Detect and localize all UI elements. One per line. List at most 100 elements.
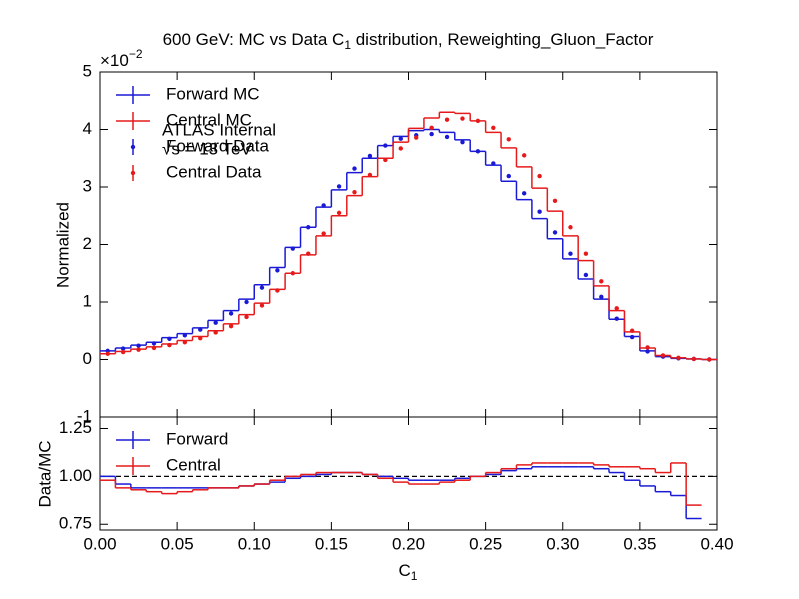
data-point bbox=[444, 117, 450, 122]
data-point bbox=[475, 118, 481, 124]
title-part: 600 GeV: MC vs Data C bbox=[163, 30, 345, 49]
x-tick-label: 0.40 bbox=[700, 534, 733, 553]
data-point bbox=[167, 342, 172, 348]
data-point bbox=[367, 172, 373, 178]
data-point bbox=[290, 246, 296, 251]
data-point bbox=[306, 251, 311, 256]
y-offset-label: ×10−2 bbox=[100, 47, 143, 70]
x-label-subscript: 1 bbox=[411, 569, 418, 583]
data-point bbox=[352, 189, 357, 195]
data-point bbox=[167, 336, 172, 341]
y-tick-label: 3 bbox=[83, 176, 92, 195]
x-tick-label: 0.10 bbox=[238, 534, 271, 553]
data-point bbox=[660, 353, 666, 358]
data-point bbox=[151, 345, 157, 351]
x-tick-label: 0.35 bbox=[623, 534, 656, 553]
data-point bbox=[259, 303, 265, 308]
data-point bbox=[583, 251, 589, 256]
data-point bbox=[676, 355, 681, 360]
data-point bbox=[336, 184, 342, 189]
data-point bbox=[383, 157, 388, 163]
data-point bbox=[321, 231, 326, 236]
data-point bbox=[213, 330, 218, 335]
x-tick-label: 0.25 bbox=[469, 534, 502, 553]
data-point bbox=[491, 125, 496, 130]
y-tick-label: 5 bbox=[83, 61, 92, 80]
data-point bbox=[444, 134, 450, 140]
legend-label: Central Data bbox=[166, 162, 262, 181]
data-point bbox=[491, 161, 496, 166]
data-point bbox=[182, 340, 188, 345]
data-point bbox=[336, 210, 342, 216]
title-part: distribution, Reweighting_Gluon_Factor bbox=[351, 30, 654, 49]
data-point bbox=[398, 146, 403, 151]
data-point bbox=[614, 316, 619, 321]
x-axis-label: C1 bbox=[399, 561, 418, 583]
data-point bbox=[414, 135, 419, 140]
data-point bbox=[228, 311, 234, 316]
title-subscript: 1 bbox=[344, 38, 351, 52]
chart-title: 600 GeV: MC vs Data C1 distribution, Rew… bbox=[163, 30, 654, 52]
annotation: ATLAS Internal bbox=[162, 120, 276, 139]
x-label-part: C bbox=[399, 561, 411, 580]
data-point bbox=[568, 251, 573, 256]
y-tick-label: 1 bbox=[83, 291, 92, 310]
y-tick-label: 4 bbox=[83, 119, 92, 138]
data-point bbox=[537, 209, 542, 214]
data-point bbox=[506, 137, 511, 142]
legend-label: Forward Data bbox=[166, 136, 270, 155]
y-tick-label: 0.75 bbox=[59, 514, 92, 533]
data-point bbox=[151, 341, 157, 346]
data-point bbox=[629, 334, 635, 340]
data-point bbox=[290, 271, 296, 276]
data-point bbox=[275, 288, 280, 293]
data-point bbox=[629, 328, 635, 333]
data-point bbox=[521, 153, 527, 158]
data-point bbox=[552, 198, 558, 203]
data-point bbox=[383, 143, 388, 148]
data-point bbox=[213, 320, 218, 325]
data-point bbox=[105, 351, 110, 356]
y-axis-label: Data/MC bbox=[35, 440, 54, 507]
data-point bbox=[228, 323, 234, 329]
data-point bbox=[583, 272, 589, 278]
data-point bbox=[599, 279, 604, 284]
data-point bbox=[429, 131, 434, 137]
data-point bbox=[506, 173, 511, 179]
x-tick-label: 0.30 bbox=[546, 534, 579, 553]
data-point bbox=[645, 349, 650, 354]
data-point bbox=[244, 314, 249, 320]
y-tick-label: -1 bbox=[77, 406, 92, 425]
data-point bbox=[475, 149, 481, 154]
data-point bbox=[136, 343, 141, 348]
data-point bbox=[429, 125, 434, 130]
data-point bbox=[521, 191, 527, 196]
offset-base: ×10 bbox=[100, 51, 129, 70]
x-tick-label: 0.05 bbox=[161, 534, 194, 553]
data-point bbox=[198, 336, 203, 341]
data-point bbox=[367, 153, 373, 159]
data-point bbox=[120, 346, 126, 351]
y-tick-label: 1.00 bbox=[59, 466, 92, 485]
y-tick-label: 1.25 bbox=[59, 418, 92, 437]
data-point bbox=[306, 225, 311, 230]
legend-label: Forward bbox=[166, 429, 228, 448]
data-point bbox=[259, 285, 265, 290]
data-point bbox=[537, 173, 542, 179]
data-point bbox=[599, 294, 604, 300]
data-point bbox=[460, 139, 465, 145]
data-point bbox=[321, 203, 326, 208]
data-point bbox=[398, 136, 403, 141]
data-point bbox=[198, 327, 203, 332]
y-axis-label: Normalized bbox=[53, 202, 72, 288]
data-point bbox=[552, 230, 558, 235]
data-point bbox=[244, 299, 249, 305]
data-point bbox=[352, 166, 357, 171]
data-point bbox=[460, 116, 465, 121]
x-tick-label: 0.00 bbox=[83, 534, 116, 553]
data-point bbox=[645, 345, 650, 350]
data-point bbox=[120, 349, 126, 355]
x-tick-label: 0.15 bbox=[315, 534, 348, 553]
legend-label: Central bbox=[166, 455, 221, 474]
